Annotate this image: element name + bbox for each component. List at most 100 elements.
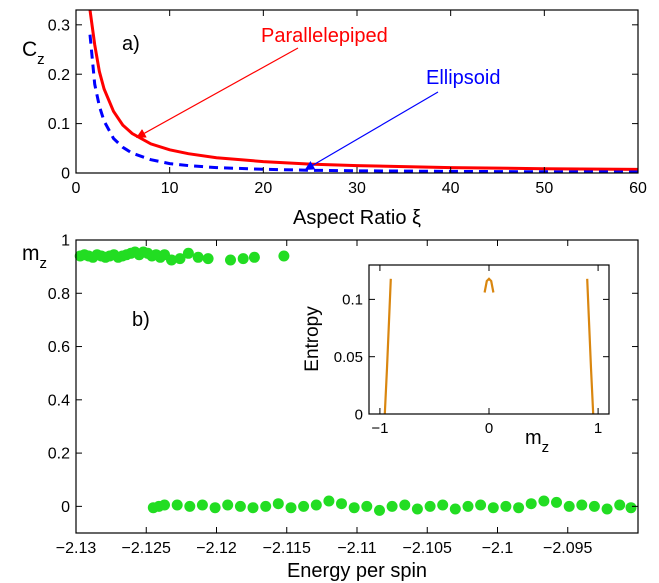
- panel-b-xtick-label: −2.125: [122, 540, 171, 557]
- panel-a-xtick-label: 10: [161, 180, 179, 197]
- inset-xlabel: mz: [525, 427, 549, 456]
- data-point: [247, 502, 259, 514]
- inset-ytick-label: 0.1: [342, 292, 363, 309]
- data-point: [475, 499, 487, 511]
- data-point: [209, 502, 221, 514]
- ellipsoid-series-line: [88, 34, 638, 173]
- panel-a-xlabel: Aspect Ratio ξ: [293, 207, 421, 229]
- data-point: [601, 503, 613, 515]
- panel-b: −2.13 −2.125 −2.12 −2.115 −2.11 −2.105 −2.1 −2.…: [22, 233, 639, 582]
- panel-b-label: b): [132, 309, 150, 331]
- panel-a-xtick-label: 50: [535, 180, 553, 197]
- data-point: [399, 499, 411, 511]
- panel-a-frame: [75, 9, 639, 174]
- data-point: [182, 247, 194, 259]
- panel-a-ylabel: Cz: [22, 38, 45, 68]
- panel-b-xtick-label: −2.1: [482, 540, 514, 557]
- panel-b-xtick-label: −2.095: [543, 540, 592, 557]
- data-point: [348, 502, 360, 514]
- data-point: [278, 250, 290, 262]
- data-point: [222, 499, 234, 511]
- inset-frame: [368, 264, 610, 415]
- panel-b-ytick-label: 0.2: [48, 446, 70, 463]
- data-point: [298, 500, 310, 512]
- panel-b-ytick-label: 0.8: [48, 286, 70, 303]
- ellipsoid-arrow: [304, 91, 439, 171]
- entropy-curve: [483, 277, 495, 293]
- data-point: [500, 500, 512, 512]
- data-point: [225, 254, 236, 266]
- data-point: [310, 499, 322, 511]
- data-point: [576, 499, 588, 511]
- inset-background: [380, 264, 619, 414]
- panel-b-xtick-label: −2.105: [403, 540, 452, 557]
- inset-xtick-label: −1: [371, 420, 388, 437]
- data-point: [361, 500, 373, 512]
- data-point: [538, 495, 550, 507]
- panel-b-xtick-label: −2.115: [263, 540, 311, 557]
- data-point: [285, 502, 297, 514]
- data-point: [171, 499, 183, 511]
- data-point: [166, 254, 177, 266]
- data-point: [487, 502, 499, 514]
- data-point: [411, 503, 423, 515]
- inset-ytick-label: 0: [355, 406, 363, 423]
- panel-b-ytick-label: 0.4: [48, 392, 70, 409]
- panel-a-label: a): [122, 33, 140, 55]
- panel-b-xtick-label: −2.13: [56, 540, 97, 557]
- parallelepiped-arrow: [136, 47, 299, 138]
- parallelepiped-annotation: Parallelepiped: [261, 25, 388, 47]
- panel-b-frame: [75, 239, 639, 534]
- inset-plot-area: [383, 277, 595, 415]
- panel-a-xtick-label: 30: [348, 180, 366, 197]
- data-point: [614, 499, 626, 511]
- inset-ylabel: Entropy: [302, 306, 323, 372]
- panel-b-ytick-label: 0.6: [48, 339, 70, 356]
- inset-xtick-label: 0: [485, 420, 493, 437]
- data-point: [588, 500, 600, 512]
- data-point: [272, 498, 284, 510]
- panel-b-plot-area: [74, 246, 637, 516]
- data-point: [336, 498, 347, 510]
- panel-a-plot-area: [88, 10, 638, 173]
- data-point: [386, 500, 398, 512]
- parallelepiped-series-line: [88, 10, 638, 171]
- panel-b-xtick-label: −2.12: [196, 540, 237, 557]
- data-point: [437, 499, 449, 511]
- data-point: [625, 502, 637, 514]
- data-point: [563, 500, 575, 512]
- inset-ytick-label: 0.05: [334, 349, 363, 366]
- data-point: [248, 251, 260, 263]
- data-point: [525, 498, 537, 510]
- entropy-curve: [383, 278, 392, 415]
- data-point: [184, 500, 196, 512]
- inset-xtick-label: 1: [594, 420, 602, 437]
- panel-a-ytick-label: 0.1: [48, 116, 70, 133]
- data-point: [234, 500, 246, 512]
- data-point: [513, 502, 525, 514]
- data-point: [174, 253, 186, 265]
- panel-b-ylabel: mz: [22, 242, 47, 272]
- panel-a-ytick-label: 0.2: [48, 67, 70, 84]
- data-point: [196, 499, 208, 511]
- panel-a-xtick-label: 20: [254, 180, 272, 197]
- data-point: [323, 495, 335, 507]
- ellipsoid-annotation: Ellipsoid: [426, 67, 500, 89]
- panel-b-ytick-label: 0: [61, 499, 70, 516]
- data-point: [462, 500, 474, 512]
- data-point: [424, 500, 436, 512]
- panel-a-ytick-label: 0: [61, 166, 70, 183]
- panel-b-xtick-label: −2.11: [337, 540, 376, 557]
- panel-a-xtick-label: 0: [72, 180, 81, 197]
- data-point: [192, 251, 204, 263]
- data-point: [202, 253, 214, 265]
- data-point: [374, 504, 385, 516]
- panel-b-xlabel: Energy per spin: [287, 560, 427, 582]
- entropy-curve: [586, 278, 595, 415]
- data-point: [159, 499, 170, 511]
- entropy-inset: −1 0 1 0 0.05 0.1 Entropy mz: [302, 264, 619, 456]
- panel-a-xtick-label: 60: [629, 180, 647, 197]
- panel-a-xtick-label: 40: [442, 180, 460, 197]
- panel-b-ytick-label: 1: [61, 233, 70, 250]
